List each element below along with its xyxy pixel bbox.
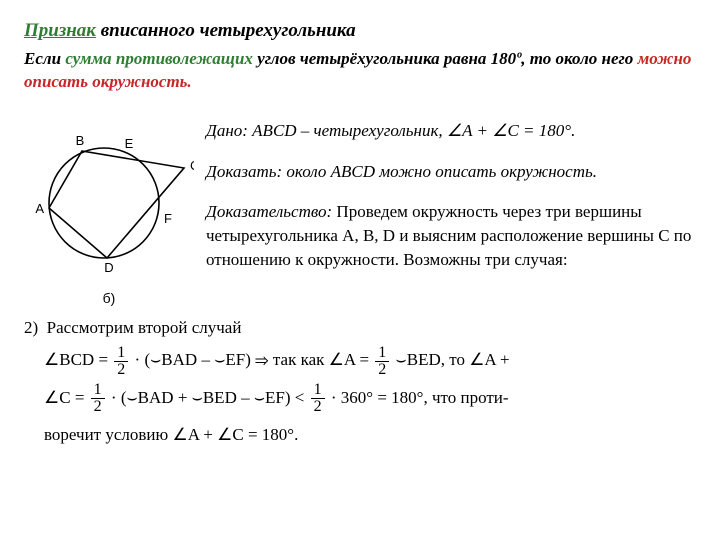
proof-text-column: Дано: ABCD – четырехугольник, ∠A + ∠C = …: [206, 102, 696, 306]
proof-label: Доказательство:: [206, 202, 332, 221]
prove-line: Доказать: около ABCD можно описать окруж…: [206, 160, 696, 184]
fraction-half-4: 12: [311, 382, 325, 415]
prove-text: около ABCD можно описать окружность.: [282, 162, 597, 181]
diagram-caption: б): [24, 290, 194, 306]
svg-text:C: C: [190, 158, 194, 173]
given-text: ABCD – четырехугольник, ∠A + ∠C = 180°.: [248, 121, 575, 140]
svg-text:D: D: [104, 260, 113, 275]
given-line: Дано: ABCD – четырехугольник, ∠A + ∠C = …: [206, 119, 696, 143]
sub-p4: , то около него: [521, 49, 637, 68]
sub-p3: равна 180º: [444, 49, 521, 68]
case-line-3: воречит условию ∠A + ∠C = 180°.: [44, 419, 696, 451]
theorem-title: Признак вписанного четырехугольника: [24, 20, 696, 42]
fraction-half-1: 12: [114, 345, 128, 378]
c2-l2c: · 360° = 180°, что проти-: [327, 388, 509, 407]
fraction-half-3: 12: [91, 382, 105, 415]
case-line-1: ∠BCD = 12 · (⌣BAD – ⌣EF) ⇒ так как ∠A = …: [44, 344, 696, 378]
sub-p1: Если: [24, 49, 65, 68]
sub-p2: углов четырёхугольника: [253, 49, 444, 68]
case-2-heading: 2) Рассмотрим второй случай: [24, 312, 696, 344]
case-number: 2): [24, 318, 38, 337]
proof-line: Доказательство: Проведем окружность чере…: [206, 200, 696, 271]
case-line-2: ∠C = 12 · (⌣BAD + ⌣BED – ⌣EF) < 12 · 360…: [44, 382, 696, 416]
c2-l2b: · (⌣BAD + ⌣BED – ⌣EF) <: [107, 388, 309, 407]
given-label: Дано:: [206, 121, 248, 140]
case-2-block: 2) Рассмотрим второй случай ∠BCD = 12 · …: [24, 312, 696, 452]
svg-text:B: B: [76, 133, 85, 148]
content-row: A B C D E F б) Дано: ABCD – четырехуголь…: [24, 102, 696, 306]
prove-label: Доказать:: [206, 162, 282, 181]
svg-text:E: E: [125, 136, 134, 151]
title-highlight: Признак: [24, 20, 96, 41]
case-heading-text: Рассмотрим второй случай: [47, 318, 242, 337]
svg-text:F: F: [164, 211, 172, 226]
title-rest: вписанного четырехугольника: [96, 20, 356, 41]
diagram-column: A B C D E F б): [24, 102, 194, 306]
c2-l1c: ⌣BED, то ∠A +: [391, 350, 509, 369]
c2-l1a: ∠BCD =: [44, 350, 112, 369]
sub-green: сумма противолежащих: [65, 49, 253, 68]
svg-text:A: A: [35, 201, 44, 216]
geometry-diagram: A B C D E F: [24, 118, 194, 283]
c2-l1b: · (⌣BAD – ⌣EF) ⇒ так как ∠A =: [130, 350, 373, 369]
fraction-half-2: 12: [375, 345, 389, 378]
c2-l2a: ∠C =: [44, 388, 89, 407]
theorem-subtitle: Если сумма противолежащих углов четырёху…: [24, 48, 696, 94]
